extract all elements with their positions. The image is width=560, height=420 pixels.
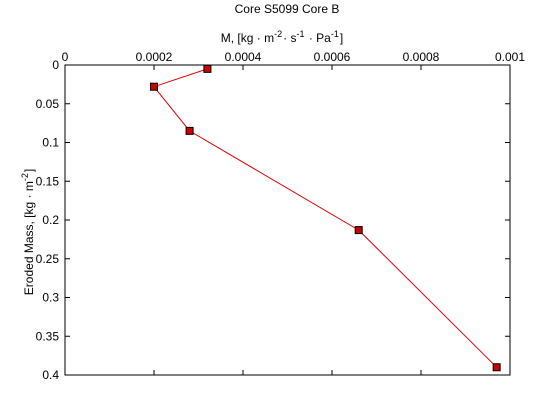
x-axis-label: M, [kg · m-2 · s-1 · Pa-1 ] — [221, 29, 343, 45]
data-point — [150, 82, 158, 91]
label-text: · Pa — [306, 31, 332, 45]
chart-title: Core S5099 Core B — [235, 2, 340, 16]
data-point — [492, 363, 501, 372]
x-tick-label: 0 — [62, 50, 69, 64]
y-tick-label: 0.4 — [42, 368, 59, 382]
label-text: ] — [340, 31, 343, 45]
label-text: · m — [22, 181, 36, 202]
data-point — [203, 64, 212, 73]
x-tick-label: 0.0002 — [136, 50, 173, 64]
y-tick-label: 0.2 — [42, 213, 59, 227]
y-tick-label: 0.05 — [36, 97, 60, 111]
y-tick-label: 0.3 — [42, 291, 59, 305]
y-tick-label: 0.1 — [42, 136, 59, 150]
y-tick-label: 0 — [52, 58, 59, 72]
axis-ticks: 0 0.0002 0.0004 0.0006 0.0008 0.001 0 0.05 0.1 0.… — [36, 50, 526, 382]
y-axis-label: Eroded Mass, [kg · m-2 ] — [20, 169, 36, 295]
x-tick-label: 0.0004 — [225, 50, 262, 64]
data-point — [354, 226, 363, 235]
y-tick-label: 0.25 — [36, 252, 60, 266]
x-tick-label: 0.0008 — [403, 50, 440, 64]
data-point — [185, 126, 194, 135]
series-line — [153, 68, 498, 368]
x-tick-label: 0.001 — [495, 50, 525, 64]
label-text: M, [kg — [221, 31, 254, 45]
series-marks — [150, 64, 501, 372]
label-superscript: -1 — [331, 29, 339, 39]
label-text: ] — [22, 169, 36, 172]
y-tick-label: 0.15 — [36, 174, 60, 188]
label-superscript: -2 — [20, 173, 30, 181]
label-text: Eroded Mass, [kg — [22, 202, 36, 295]
label-text: · m — [253, 31, 274, 45]
label-text: · s — [283, 31, 296, 45]
x-tick-label: 0.0006 — [314, 50, 351, 64]
label-superscript: -1 — [296, 29, 304, 39]
label-superscript: -2 — [274, 29, 282, 39]
plot-frame — [64, 64, 511, 376]
y-tick-label: 0.35 — [36, 329, 60, 343]
